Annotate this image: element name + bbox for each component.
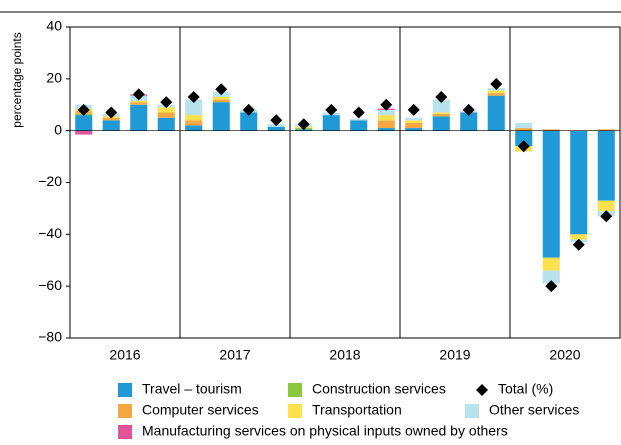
bar-segment (432, 99, 450, 113)
bar-segment (405, 117, 423, 121)
bar-segment (515, 122, 533, 129)
y-tick-label: 0 (54, 121, 62, 137)
bar-segment (185, 120, 203, 126)
legend-label: Total (%) (498, 381, 553, 397)
legend-label: Computer services (142, 402, 259, 418)
y-tick-label: 20 (46, 70, 62, 86)
y-tick-label: −80 (38, 329, 62, 345)
total-marker (517, 140, 530, 153)
legend-swatch (118, 404, 132, 418)
bar-segment (405, 122, 423, 129)
bar-segment (75, 115, 93, 131)
total-marker (77, 103, 90, 116)
total-marker (545, 280, 558, 293)
bar-segment (542, 270, 560, 284)
bar-segment (405, 120, 423, 123)
bar-segment (432, 113, 450, 117)
legend-label: Other services (489, 402, 579, 418)
bar-segment (570, 130, 588, 235)
total-marker (297, 118, 310, 131)
bar-segment (542, 129, 560, 131)
total-marker (132, 88, 145, 101)
bar-segment (597, 129, 615, 131)
bar-segment (350, 119, 368, 121)
bar-segment (130, 102, 148, 105)
x-group-label: 2020 (549, 347, 580, 363)
x-group-label: 2016 (109, 347, 140, 363)
bar-segment (102, 120, 120, 131)
total-marker (380, 98, 393, 111)
total-marker (572, 238, 585, 251)
plot-frame (69, 26, 621, 339)
bar-segment (377, 120, 395, 129)
y-tick-label: −40 (38, 225, 62, 241)
legend-label: Travel – tourism (142, 381, 242, 397)
bar-segment (377, 109, 395, 116)
bar-segment (542, 257, 560, 271)
bar-segment (570, 234, 588, 240)
legend-swatch (288, 383, 302, 397)
y-axis-label: percentage points (10, 32, 24, 127)
legend-swatch (118, 425, 132, 439)
total-marker (435, 90, 448, 103)
bar-segment (212, 99, 230, 103)
bar-segment (542, 130, 560, 258)
bar-segment (102, 117, 120, 121)
bar-segment (487, 93, 505, 96)
bar-segment (377, 115, 395, 121)
bar-segment (130, 104, 148, 131)
x-group-label: 2017 (219, 347, 250, 363)
total-marker (352, 106, 365, 119)
bar-segment (212, 102, 230, 131)
bar-segment (597, 130, 615, 201)
bar-segment (322, 115, 340, 131)
y-tick-label: −20 (38, 173, 62, 189)
bar-segment (185, 115, 203, 121)
total-marker (242, 103, 255, 116)
bar-segment (267, 126, 285, 131)
total-marker (215, 83, 228, 96)
total-marker (407, 103, 420, 116)
legend-swatch (465, 404, 479, 418)
bar-segment (130, 100, 148, 103)
bar-segment (185, 125, 203, 131)
bar-segment (460, 112, 478, 131)
bar-segment (487, 95, 505, 131)
x-group-label: 2018 (329, 347, 360, 363)
bar-segment (185, 99, 203, 116)
bar-segment (405, 128, 423, 131)
bar-segment (240, 112, 258, 131)
total-marker (160, 96, 173, 109)
total-marker (462, 103, 475, 116)
bar-segment (515, 128, 533, 131)
total-marker (187, 90, 200, 103)
bar-segment (75, 130, 93, 135)
total-marker (270, 114, 283, 127)
bar-segment (350, 120, 368, 131)
total-marker (490, 78, 503, 91)
total-marker (105, 106, 118, 119)
bar-segment (515, 130, 533, 147)
bar-segment (157, 107, 175, 113)
legend-swatch (288, 404, 302, 418)
y-tick-label: 40 (46, 18, 62, 34)
bar-segment (212, 96, 230, 100)
y-tick-label: −60 (38, 277, 62, 293)
bar-segment (597, 200, 615, 212)
bar-segment (377, 128, 395, 131)
total-marker (325, 103, 338, 116)
legend-label: Construction services (312, 381, 446, 397)
bar-segment (157, 117, 175, 131)
legend-marker (476, 384, 488, 396)
legend-label: Transportation (312, 402, 402, 418)
x-group-label: 2019 (439, 347, 470, 363)
bar-segment (157, 112, 175, 118)
bar-segment (432, 116, 450, 131)
legend-label: Manufacturing services on physical input… (142, 423, 508, 439)
total-marker (600, 210, 613, 223)
bar-segment (432, 112, 450, 114)
bar-segment (487, 90, 505, 94)
legend-swatch (118, 383, 132, 397)
